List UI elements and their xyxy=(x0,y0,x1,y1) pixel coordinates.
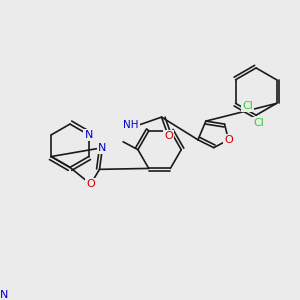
Text: O: O xyxy=(86,179,95,189)
Text: O: O xyxy=(224,135,233,145)
Text: N: N xyxy=(0,290,8,300)
Text: N: N xyxy=(98,143,107,153)
Text: Cl: Cl xyxy=(254,118,264,128)
Text: N: N xyxy=(85,130,93,140)
Text: Cl: Cl xyxy=(242,101,253,111)
Text: NH: NH xyxy=(123,120,139,130)
Text: O: O xyxy=(164,131,173,141)
